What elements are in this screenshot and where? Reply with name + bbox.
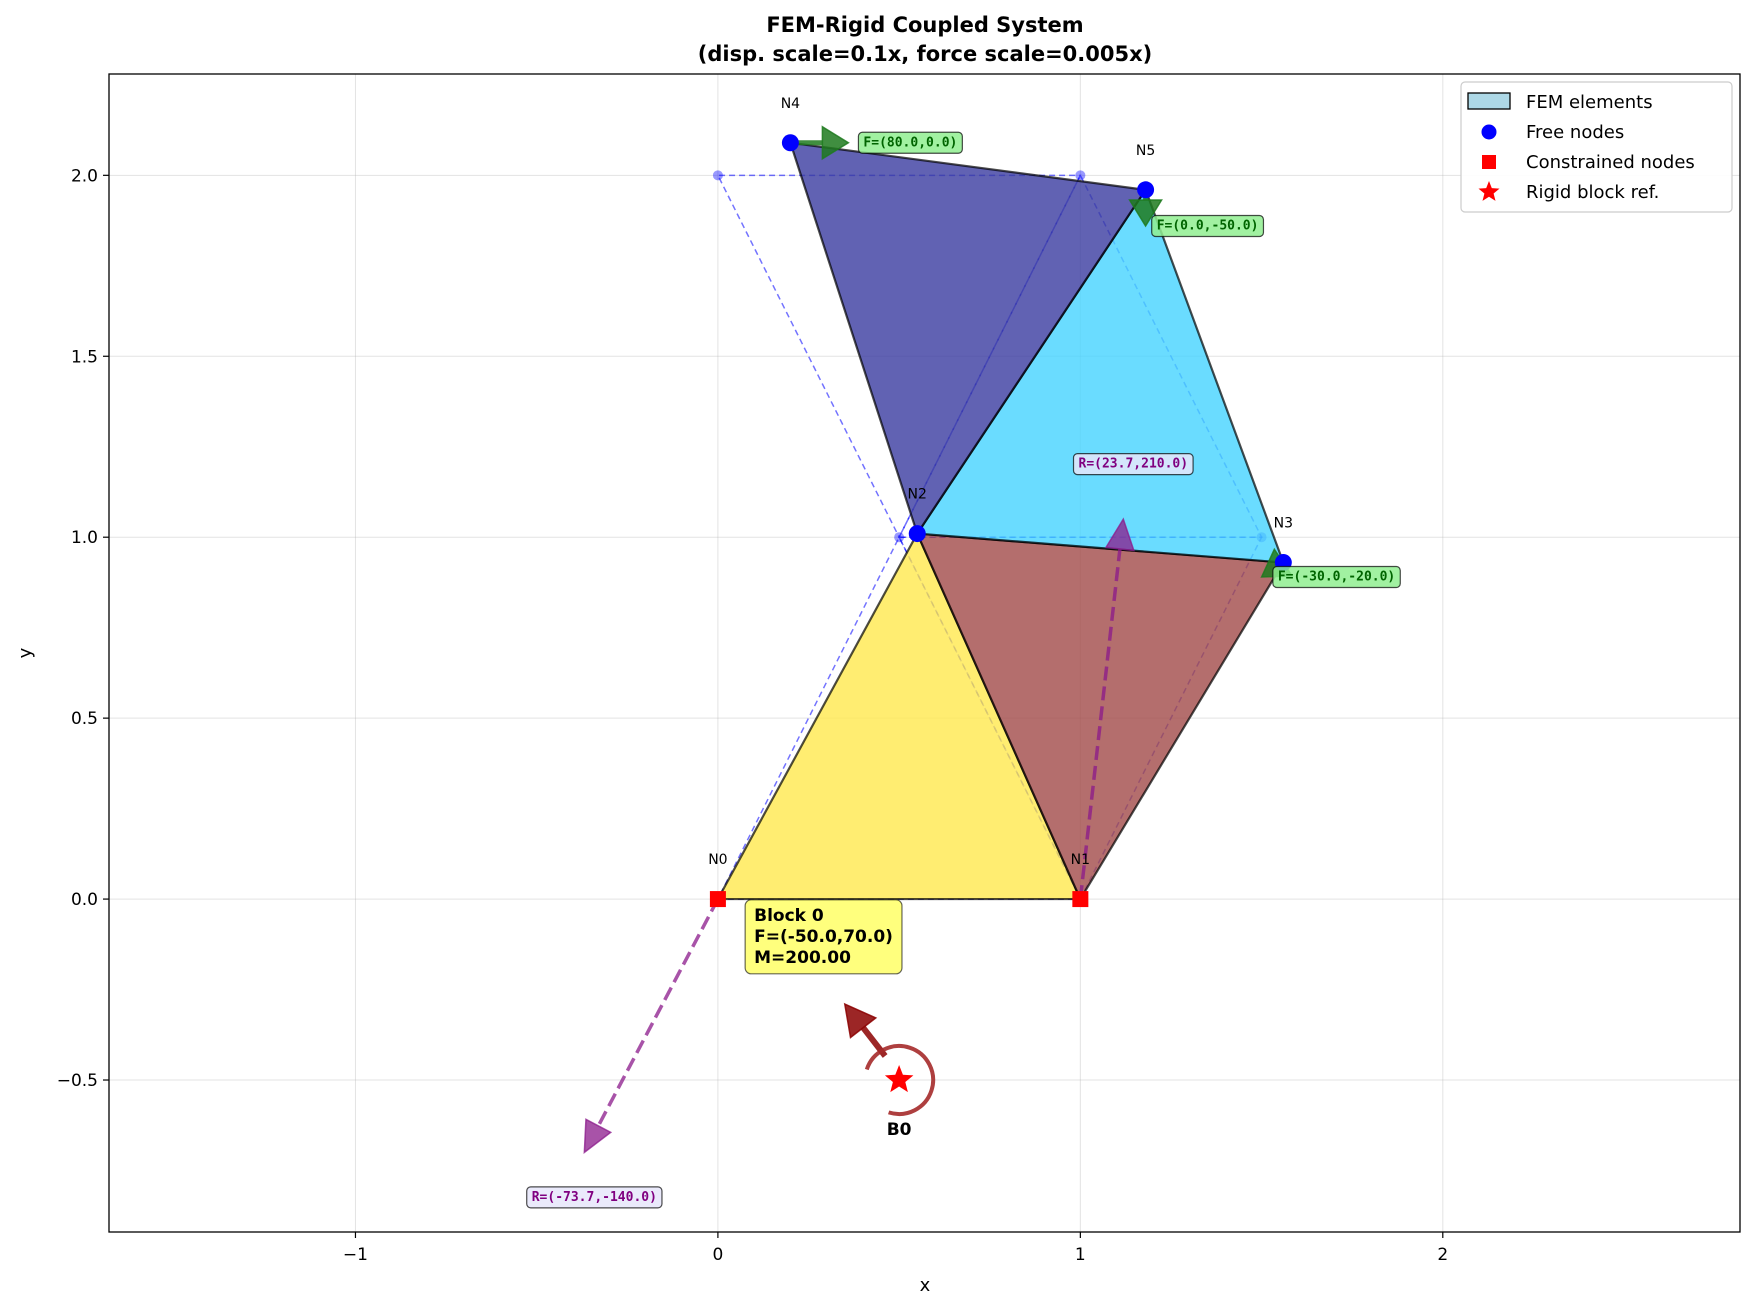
plot-frame [108, 73, 1741, 1233]
force-label-2: F=(-30.0,-20.0) [1272, 565, 1401, 589]
legend-circle-icon [1481, 124, 1497, 140]
block-info-line-2: M=200.00 [754, 948, 851, 968]
chart-title-line-1: FEM-Rigid Coupled System [766, 13, 1083, 37]
block-info: Block 0F=(-50.0,70.0)M=200.00 [744, 899, 903, 975]
reaction-arrow-1-shaft [596, 898, 720, 1127]
reaction-arrow-1 [583, 898, 720, 1154]
force-label-2-box [1272, 565, 1401, 589]
legend-label-free-nodes: Free nodes [1526, 122, 1624, 143]
undeformed-node-5 [1075, 170, 1086, 181]
legend-label-constrained-nodes: Constrained nodes [1526, 152, 1695, 173]
block-info-line-0: Block 0 [754, 906, 824, 926]
free-node-5 [1137, 181, 1155, 199]
axis-ticks: −1 0 1 2 −0.5 0.0 0.5 1.0 1.5 2.0 [57, 166, 1448, 1265]
rigid-block: B0 Block 0F=(-50.0,70.0)M=200.00 [744, 899, 936, 1140]
x-axis-label: x [920, 1275, 931, 1296]
node-label-2: N2 [908, 487, 927, 503]
node-label-1: N1 [1071, 852, 1090, 868]
undeformed-node-4 [712, 170, 723, 181]
free-node-4 [781, 134, 799, 152]
legend-patch-icon [1467, 92, 1511, 110]
force-label-0-box [857, 131, 963, 154]
y-tick-label-3: 1.0 [71, 528, 98, 548]
reaction-label-1-text: R=(-73.7,-140.0) [532, 1190, 657, 1205]
chart-title-line-2: (disp. scale=0.1x, force scale=0.005x) [698, 42, 1152, 66]
reaction-label-0-box [1072, 453, 1194, 476]
reaction-arrow-1-head [583, 1118, 613, 1154]
block-force-arrow-head [843, 1002, 878, 1039]
y-tick-label-5: 2.0 [71, 166, 98, 186]
force-label-0: F=(80.0,0.0) [857, 131, 963, 154]
reaction-arrow-0 [1078, 517, 1135, 900]
x-tick-label-2: 1 [1075, 1245, 1086, 1265]
y-tick-label-0: −0.5 [57, 1071, 98, 1091]
block-info-box [744, 899, 903, 975]
free-node-2 [908, 525, 926, 543]
x-tick-label-0: −1 [343, 1245, 368, 1265]
x-tick-label-3: 2 [1437, 1245, 1448, 1265]
fem-element-3 [789, 141, 1147, 535]
force-label-2-text: F=(-30.0,-20.0) [1278, 570, 1395, 585]
block-force-arrow [843, 1002, 888, 1058]
reaction-label-0: R=(23.7,210.0) [1072, 453, 1194, 476]
legend: FEM elements Free nodes Constrained node… [1460, 81, 1733, 213]
y-tick-label-2: 0.5 [71, 709, 98, 729]
rigid-block-star [884, 1065, 914, 1093]
undeformed-node-2 [894, 532, 905, 543]
reaction-label-1-box [526, 1186, 663, 1209]
constrained-node-0 [709, 891, 726, 908]
legend-box [1460, 81, 1733, 213]
y-axis-label: y [15, 647, 36, 658]
force-arrow-0-head [821, 125, 850, 161]
force-label-1: F=(0.0,-50.0) [1151, 214, 1265, 238]
block-info-line-1: F=(-50.0,70.0) [754, 927, 893, 947]
y-tick-label-4: 1.5 [71, 347, 98, 367]
node-label-0: N0 [708, 852, 727, 868]
reaction-arrows [583, 517, 1135, 1154]
force-label-1-text: F=(0.0,-50.0) [1157, 218, 1259, 233]
force-label-1-box [1151, 214, 1265, 238]
reaction-label-1: R=(-73.7,-140.0) [526, 1186, 663, 1209]
force-arrow-1-head [1128, 199, 1163, 228]
legend-label-rigid-block: Rigid block ref. [1526, 182, 1659, 203]
rigid-block-label: B0 [887, 1120, 912, 1140]
node-label-5: N5 [1136, 143, 1155, 159]
legend-square-icon [1482, 155, 1496, 169]
reaction-arrow-0-head [1104, 517, 1135, 552]
fem-elements [716, 141, 1285, 901]
block-moment-arc [864, 1044, 936, 1116]
x-tick-label-1: 0 [712, 1245, 723, 1265]
annotation-labels: R=(23.7,210.0) R=(-73.7,-140.0) F=(80.0,0.… [526, 131, 1401, 1209]
legend-star-icon [1478, 181, 1500, 201]
reaction-arrow-0-shaft [1078, 548, 1122, 900]
y-tick-label-1: 0.0 [71, 890, 98, 910]
node-label-3: N3 [1274, 516, 1293, 532]
force-label-0-text: F=(80.0,0.0) [863, 135, 957, 150]
constrained-node-1 [1072, 891, 1089, 908]
reaction-label-0-text: R=(23.7,210.0) [1079, 457, 1189, 472]
node-label-4: N4 [781, 96, 800, 112]
legend-label-fem-elements: FEM elements [1526, 92, 1653, 113]
